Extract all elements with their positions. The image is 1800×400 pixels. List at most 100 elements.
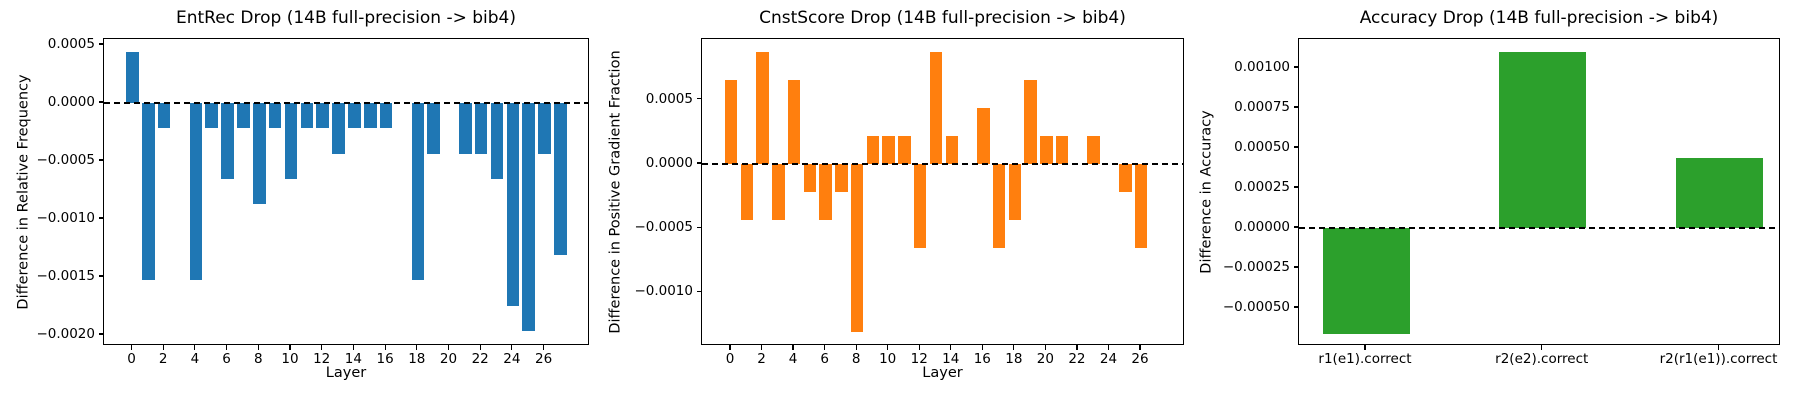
y-tick-label: 0.0000 [645, 154, 693, 171]
bar-layer-2 [756, 51, 769, 164]
bar-layer-25 [522, 103, 536, 332]
x-tick-label: 24 [1099, 351, 1118, 367]
x-tick-label: 10 [879, 351, 897, 367]
y-tick-mark [696, 162, 701, 164]
bar-layer-12 [913, 163, 927, 248]
x-tick-mark [447, 345, 450, 350]
y-tick-mark [696, 290, 701, 292]
x-tick-mark [1044, 345, 1046, 350]
x-tick-label: 2 [757, 351, 766, 367]
x-tick-label: 14 [344, 351, 362, 367]
y-tick-mark [98, 159, 103, 161]
x-tick-label: 8 [851, 351, 861, 367]
x-tick-label: 26 [1131, 351, 1149, 367]
bar-layer-8 [850, 163, 864, 333]
x-tick-mark [950, 345, 952, 350]
x-tick-label: 12 [910, 351, 928, 367]
bar-layer-17 [992, 163, 1006, 248]
plot-area [103, 38, 589, 345]
y-tick-mark [1293, 66, 1298, 68]
y-tick-mark [1293, 186, 1298, 188]
x-tick-mark [1541, 345, 1543, 350]
x-tick-mark [479, 345, 481, 350]
bar-layer-0 [126, 52, 139, 103]
x-tick-mark [416, 345, 418, 350]
y-tick-mark [98, 217, 103, 219]
chart-title: CnstScore Drop (14B full-precision -> bi… [759, 8, 1126, 28]
x-tick-mark [1076, 345, 1078, 350]
bar-layer-10 [882, 135, 895, 164]
x-tick-mark [352, 345, 354, 350]
y-tick-label: 0.00100 [1234, 58, 1290, 75]
y-tick-label: −0.00025 [1222, 258, 1290, 275]
y-tick-label: 0.0005 [645, 90, 693, 107]
x-tick-mark [289, 345, 291, 350]
x-tick-label: 10 [281, 351, 299, 367]
bar-layer-0 [724, 79, 738, 164]
x-tick-mark [321, 345, 323, 350]
y-tick-label: 0.00075 [1234, 98, 1290, 115]
zero-reference-line [104, 102, 588, 104]
x-tick-mark [981, 345, 983, 350]
x-tick-label: 14 [942, 351, 960, 367]
y-tick-mark [98, 275, 103, 277]
y-tick-mark [98, 333, 103, 335]
x-tick-mark [543, 345, 545, 350]
y-tick-mark [98, 101, 103, 103]
bar-layer-23 [1087, 135, 1100, 164]
y-tick-label: −0.0020 [36, 325, 95, 342]
x-tick-mark [257, 345, 259, 350]
x-tick-mark [162, 345, 164, 350]
x-tick-mark [1364, 345, 1366, 350]
x-tick-mark [1107, 345, 1110, 350]
x-tick-mark [855, 345, 857, 350]
bar-layer-26 [1134, 163, 1148, 248]
bar-layer-14 [348, 103, 361, 129]
bar-r2(e2).correct [1499, 51, 1587, 228]
chart-title: Accuracy Drop (14B full-precision -> bib… [1359, 8, 1719, 28]
bar-layer-22 [474, 103, 488, 154]
x-tick-mark [760, 345, 763, 350]
x-tick-mark [918, 345, 920, 350]
x-tick-mark [194, 345, 196, 350]
bar-layer-27 [554, 103, 567, 256]
bar-layer-24 [506, 103, 520, 306]
bar-layer-9 [268, 103, 282, 129]
x-tick-mark [887, 345, 889, 350]
x-tick-label: r2(e2).correct [1495, 351, 1589, 367]
bar-layer-4 [189, 103, 203, 281]
x-tick-label: 16 [973, 351, 991, 367]
bar-layer-13 [929, 51, 943, 164]
y-tick-label: −0.0010 [634, 283, 693, 300]
bar-layer-15 [363, 103, 377, 129]
bar-layer-18 [411, 103, 425, 281]
bar-layer-12 [316, 103, 329, 129]
bar-layer-7 [237, 103, 250, 129]
bar-layer-11 [898, 135, 911, 164]
bar-layer-13 [332, 103, 345, 154]
x-tick-label: 4 [190, 351, 200, 367]
y-tick-mark [1293, 226, 1298, 228]
bar-layer-6 [221, 103, 234, 179]
x-tick-label: r1(e1).correct [1318, 351, 1412, 367]
x-tick-label: 6 [222, 351, 231, 367]
bar-layer-25 [1119, 163, 1132, 192]
x-axis-label: Layer [922, 365, 963, 381]
y-tick-label: −0.0005 [36, 152, 95, 168]
plot-area [701, 38, 1184, 345]
bar-layer-26 [538, 103, 551, 154]
x-tick-label: 6 [820, 351, 829, 367]
bar-layer-18 [1008, 163, 1022, 221]
x-tick-mark [729, 345, 731, 350]
x-tick-mark [384, 345, 386, 350]
bar-layer-2 [157, 103, 171, 129]
x-tick-label: 8 [254, 351, 263, 367]
bar-layer-5 [205, 103, 219, 129]
x-tick-mark [1013, 345, 1015, 350]
bar-layer-1 [740, 163, 754, 221]
x-tick-mark [1717, 345, 1720, 350]
y-tick-label: 0.0000 [47, 94, 95, 111]
bar-layer-1 [142, 103, 155, 281]
